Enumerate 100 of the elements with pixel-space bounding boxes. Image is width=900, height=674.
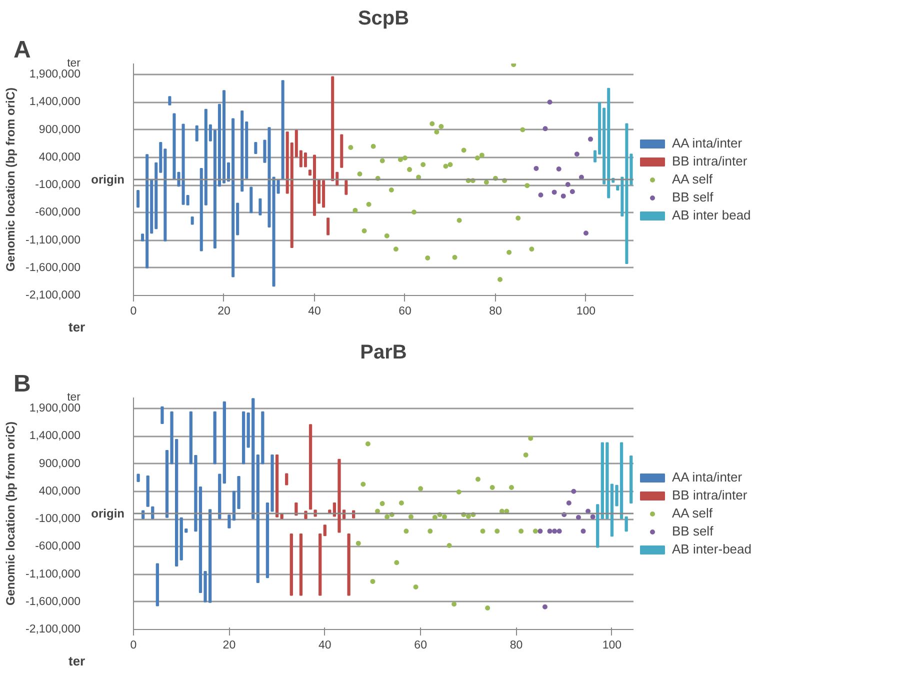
- point: [552, 528, 558, 534]
- bar: [222, 90, 226, 184]
- chart-title: ScpB: [358, 8, 410, 30]
- point: [394, 560, 400, 566]
- point: [438, 124, 444, 129]
- x-tick-label: 60: [398, 306, 412, 318]
- point: [556, 166, 562, 172]
- x-tick-label: 80: [510, 640, 523, 652]
- bar: [136, 190, 140, 208]
- bar: [290, 533, 293, 596]
- bar: [250, 186, 253, 214]
- y-axis-title: Genomic location (bp from oriC): [4, 421, 18, 606]
- bar: [281, 80, 284, 180]
- y-tick-label: -600,000: [35, 540, 81, 553]
- point: [356, 540, 361, 546]
- point: [425, 255, 430, 260]
- text: B: [14, 370, 31, 398]
- y-tick-label: ter: [67, 58, 81, 70]
- point: [479, 152, 484, 158]
- bar: [146, 475, 150, 507]
- point: [542, 604, 548, 610]
- x-tick-label: 20: [218, 306, 230, 318]
- y-tick-label: -2,100,000: [26, 290, 81, 302]
- y-tick-label: 1,400,000: [29, 430, 81, 442]
- point: [362, 228, 367, 234]
- y-tick-label: 900,000: [38, 124, 81, 136]
- x-tick-label: 20: [222, 640, 236, 652]
- point: [380, 158, 385, 164]
- point: [420, 162, 426, 168]
- y-tick-label: -2,100,000: [26, 624, 81, 636]
- x-tick-label: 80: [489, 306, 502, 318]
- point: [370, 144, 376, 149]
- point: [566, 500, 572, 506]
- bar: [195, 125, 198, 142]
- bar: [299, 533, 303, 596]
- x-tick-label: 0: [130, 306, 137, 318]
- point: [576, 514, 581, 520]
- point: [360, 482, 366, 487]
- point: [428, 528, 433, 534]
- y-tick-label: -100,000: [35, 513, 81, 526]
- point: [588, 136, 594, 142]
- point: [398, 157, 403, 162]
- point: [442, 514, 448, 520]
- point: [529, 246, 534, 252]
- point: [370, 578, 376, 584]
- point: [412, 210, 417, 215]
- point: [538, 192, 544, 198]
- bar: [254, 142, 258, 154]
- point: [552, 190, 557, 195]
- point: [398, 500, 404, 506]
- point: [570, 189, 575, 194]
- bar: [326, 218, 330, 236]
- point: [388, 188, 394, 192]
- point: [404, 528, 409, 534]
- y-tick-label: 400,000: [38, 151, 81, 164]
- point: [580, 528, 586, 534]
- point: [523, 452, 528, 458]
- point: [352, 208, 358, 213]
- point: [516, 216, 521, 221]
- point: [366, 202, 372, 207]
- legend-label: BB self: [672, 524, 714, 538]
- point: [583, 230, 588, 236]
- bar: [596, 504, 600, 548]
- bar: [190, 216, 194, 225]
- point: [393, 246, 398, 252]
- y-tick-label: 1,900,000: [29, 68, 81, 81]
- point: [508, 485, 514, 490]
- y-tick-label: 900,000: [38, 458, 81, 470]
- point: [547, 100, 552, 105]
- y-tick-label: -1,600,000: [26, 596, 81, 608]
- ref-line-label: origin: [91, 506, 124, 520]
- ref-line-label: origin: [91, 172, 124, 186]
- point: [480, 528, 486, 534]
- point: [498, 276, 503, 282]
- point: [485, 605, 490, 610]
- bar: [168, 96, 172, 106]
- point: [506, 250, 512, 255]
- y-axis-title: Genomic location (bp from oriC): [4, 87, 18, 272]
- point: [494, 528, 500, 534]
- bar: [323, 524, 326, 536]
- point: [432, 514, 438, 520]
- point: [565, 182, 570, 187]
- point: [571, 488, 576, 494]
- y-tick-label: -600,000: [35, 206, 81, 219]
- bar: [340, 134, 344, 168]
- point: [547, 528, 552, 534]
- point: [542, 126, 548, 132]
- legend-label: BB self: [672, 190, 714, 204]
- point: [357, 171, 362, 176]
- point: [484, 180, 489, 185]
- point: [490, 485, 495, 490]
- x-tick-label: 100: [602, 640, 622, 652]
- point: [430, 121, 435, 126]
- bar: [240, 110, 244, 192]
- point: [538, 528, 543, 534]
- bar: [304, 152, 307, 168]
- bar: [344, 180, 348, 195]
- point: [384, 514, 390, 520]
- point: [418, 486, 424, 492]
- bar: [136, 474, 140, 482]
